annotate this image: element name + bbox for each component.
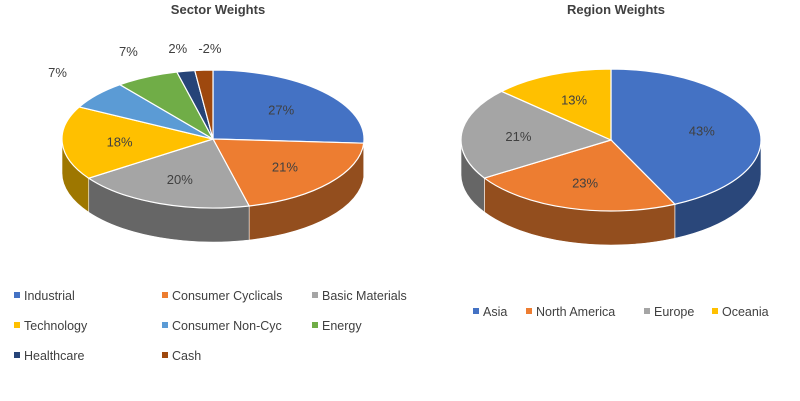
data-label: 20% — [167, 172, 193, 187]
legend-swatch — [312, 292, 318, 298]
slice-asia — [610, 68, 762, 205]
data-label: 7% — [48, 65, 67, 80]
legend-swatch — [473, 308, 479, 314]
data-label: 18% — [107, 135, 133, 150]
legend-swatch — [644, 308, 650, 314]
legend-entry: North America — [536, 305, 615, 319]
slice-basic-materials — [87, 138, 251, 209]
legend-entry: Technology — [24, 319, 88, 333]
data-label: 7% — [119, 44, 138, 59]
slice-industrial — [212, 69, 365, 144]
slice-europe — [460, 90, 613, 179]
legend-entry: Consumer Non-Cyc — [172, 319, 282, 333]
legend-swatch — [312, 322, 318, 328]
region-legend: Asia North America Europe Oceania — [473, 305, 769, 319]
legend-swatch — [14, 352, 20, 358]
data-label: 21% — [272, 159, 298, 174]
data-label: -2% — [198, 41, 222, 56]
slice-north-america — [483, 139, 677, 212]
data-label: 2% — [168, 41, 187, 56]
data-label: 13% — [561, 93, 587, 108]
legend-swatch — [526, 308, 532, 314]
legend-entry: Basic Materials — [322, 289, 407, 303]
data-label: 23% — [572, 175, 598, 190]
legend-entry: Consumer Cyclicals — [172, 289, 282, 303]
slice-technology — [61, 106, 216, 179]
slice-cash — [194, 69, 214, 140]
legend-swatch — [162, 322, 168, 328]
sector-chart-title: Sector Weights — [171, 2, 265, 17]
legend-swatch — [14, 292, 20, 298]
legend-entry: Asia — [483, 305, 507, 319]
legend-entry: Healthcare — [24, 349, 84, 363]
legend-entry: Oceania — [722, 305, 769, 319]
slice-consumer-cyclicals — [211, 138, 365, 207]
legend-entry: Cash — [172, 349, 201, 363]
slice-oceania — [500, 68, 612, 141]
legend-entry: Industrial — [24, 289, 75, 303]
legend-swatch — [14, 322, 20, 328]
legend-swatch — [162, 292, 168, 298]
sector-legend: Industrial Consumer Cyclicals Basic Materi… — [14, 289, 407, 363]
data-label: 27% — [268, 103, 294, 118]
legend-swatch — [162, 352, 168, 358]
legend-swatch — [712, 308, 718, 314]
legend-entry: Europe — [654, 305, 694, 319]
sector-pie: 27% 21% 20% 18% 7% 7% 2% -2% — [48, 41, 365, 243]
region-chart-title: Region Weights — [567, 2, 665, 17]
legend-entry: Energy — [322, 319, 362, 333]
region-pie: 43% 23% 21% 13% — [460, 68, 762, 246]
data-label: 21% — [505, 129, 531, 144]
data-label: 43% — [689, 123, 715, 138]
